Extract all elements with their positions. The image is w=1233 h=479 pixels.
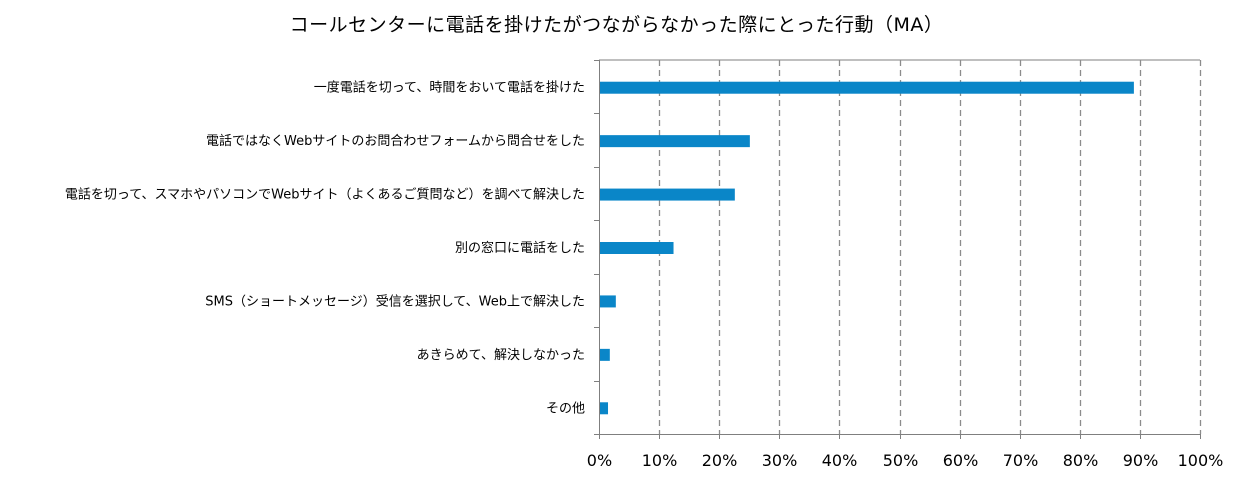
bar-1 bbox=[599, 81, 1134, 94]
x-tick-label: 80% bbox=[1063, 451, 1099, 470]
category-label: 電話ではなくWebサイトのお問合わせフォームから問合せをした bbox=[206, 133, 585, 149]
x-tick-label: 70% bbox=[1003, 451, 1039, 470]
bars bbox=[599, 81, 1134, 415]
x-tick-label: 90% bbox=[1123, 451, 1159, 470]
gridlines bbox=[599, 59, 1202, 434]
bar-2 bbox=[599, 135, 750, 148]
category-label: SMS（ショートメッセージ）受信を選択して、Web上で解決した bbox=[205, 294, 585, 309]
axes bbox=[594, 60, 1201, 439]
x-tick-label: 0% bbox=[587, 451, 612, 470]
x-tick-label: 50% bbox=[883, 451, 919, 470]
bar-6 bbox=[599, 348, 610, 361]
x-tick-label: 60% bbox=[943, 451, 979, 470]
category-label: 別の窓口に電話をした bbox=[455, 240, 585, 256]
bar-7 bbox=[599, 402, 609, 415]
category-label: あきらめて、解決しなかった bbox=[417, 348, 585, 363]
x-tick-label: 20% bbox=[702, 451, 738, 470]
x-tick-label: 100% bbox=[1178, 451, 1224, 470]
chart-title: コールセンターに電話を掛けたがつながらなかった際にとった行動（MA） bbox=[289, 14, 944, 36]
category-label: 一度電話を切って、時間をおいて電話を掛けた bbox=[314, 80, 585, 96]
x-tick-label: 10% bbox=[642, 451, 678, 470]
x-tick-label: 30% bbox=[762, 451, 798, 470]
bar-3 bbox=[599, 188, 735, 201]
labels: 0% 10% 20% 30% 40% 50% 60% 70% 80% 90% 100% 一度電話を切っ… bbox=[65, 80, 1224, 470]
bar-5 bbox=[599, 295, 616, 308]
category-label: 電話を切って、スマホやパソコンでWebサイト（よくあるご質問など）を調べて解決し… bbox=[65, 187, 585, 203]
category-label: その他 bbox=[546, 401, 585, 416]
bar-4 bbox=[599, 242, 674, 254]
x-tick-label: 40% bbox=[822, 451, 858, 470]
